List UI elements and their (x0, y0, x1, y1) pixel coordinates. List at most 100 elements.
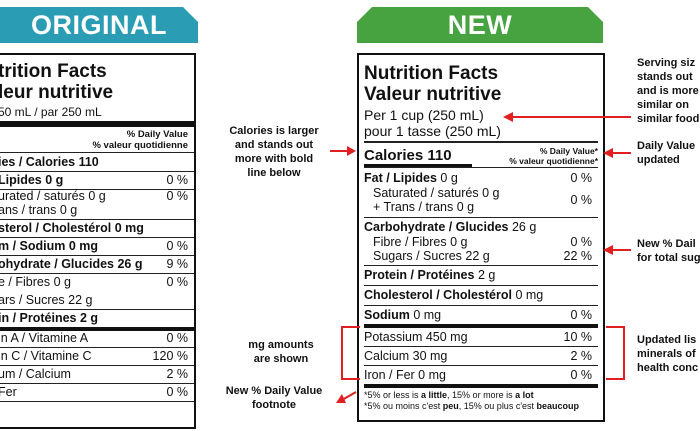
annotation-dv: Daily Value updated (637, 139, 700, 167)
arrow-calories (330, 146, 356, 156)
original-row: in C / Vitamine C 120 % (0, 349, 194, 363)
original-row: um / Calcium 2 % (0, 367, 194, 381)
original-row: e / Fibres 0 g 0 % (0, 275, 194, 289)
original-thick-rule (0, 121, 194, 127)
annotation-footnote: New % Daily Value footnote (214, 384, 334, 412)
divider (0, 383, 194, 384)
annotation-serving-line: similar on (637, 99, 689, 111)
thick-rule (364, 324, 598, 328)
original-row-label: Lipides 0 g (0, 173, 64, 187)
original-dv-header-fr: % valeur quotidienne (92, 140, 188, 151)
annotation-serving-line: Serving siz (637, 57, 696, 69)
original-row: ies / Calories 110 (0, 155, 194, 169)
divider (364, 305, 598, 306)
divider (0, 309, 194, 310)
divider (364, 141, 598, 143)
new-fibre-value: 0 % (570, 235, 592, 249)
original-row-label: in A / Vitamine A (0, 331, 89, 345)
original-title-en: trition Facts (0, 61, 107, 82)
original-serving: 50 mL / par 250 mL (0, 105, 102, 119)
annotation-serving-line: similar food (637, 113, 700, 125)
new-row-protein: Protein / Protéines 2 g (364, 268, 598, 282)
original-row-value (188, 155, 194, 169)
banner-new: NEW (357, 7, 603, 43)
annotation-dv-line: Daily Value (637, 140, 696, 152)
new-foot-fr-c: , 15% ou plus c'est (458, 401, 537, 411)
new-fibre-label: Fibre / Fibres 0 g (373, 235, 468, 249)
original-row: ohydrate / Glucides 26 g 9 % (0, 257, 194, 271)
annotation-minerals: Updated lis minerals of health conc (637, 333, 700, 375)
divider (0, 152, 194, 153)
new-dv-header-en: % Daily Value* (539, 146, 598, 156)
new-row-carb: Carbohydrate / Glucides 26 g (364, 220, 598, 234)
new-foot-fr-d: beaucoup (536, 401, 580, 411)
new-trans: + Trans / trans 0 g (373, 200, 475, 214)
new-serving: Per 1 cup (250 mL) pour 1 tasse (250 mL) (364, 107, 501, 139)
new-row-sodium: Sodium 0 mg 0 % (364, 308, 598, 322)
divider (364, 167, 598, 168)
annotation-sugar: New % Dail for total sug (637, 237, 700, 265)
original-row-label: Fer (0, 385, 17, 399)
new-sodium-label: Sodium (364, 308, 410, 322)
new-sodium-text: Sodium 0 mg (364, 308, 441, 322)
original-dv-header: % Daily Value % valeur quotidienne (92, 129, 188, 151)
original-row-label: in / Protéines 2 g (0, 311, 99, 325)
new-title-fr: Valeur nutritive (364, 84, 502, 105)
new-fat-text: Fat / Lipides 0 g (364, 171, 458, 185)
annotation-calories-line: line below (247, 167, 301, 179)
annotation-serving-line: and is more (637, 85, 699, 97)
new-foot-fr-b: peu (442, 401, 459, 411)
annotation-dv-line: updated (637, 154, 680, 166)
new-dv-header: % Daily Value* % valeur quotidienne* (509, 146, 598, 166)
new-cholesterol-text: Cholesterol / Cholestérol 0 mg (364, 288, 543, 302)
original-row-label: in C / Vitamine C (0, 349, 92, 363)
new-serving-en: Per 1 cup (250 mL) (364, 107, 484, 123)
new-carb-label: Carbohydrate / Glucides (364, 220, 509, 234)
original-row-label: sterol / Cholestérol 0 mg (0, 221, 144, 235)
new-foot-en-b: a little (421, 390, 448, 400)
new-sodium-amount: 0 mg (413, 308, 442, 322)
new-carb-text: Carbohydrate / Glucides 26 g (364, 220, 536, 234)
thick-rule (364, 384, 598, 388)
original-row: ars / Sucres 22 g (0, 293, 194, 307)
new-row-sugars: Sugars / Sucres 22 g 22 % (373, 249, 598, 263)
original-row: in / Protéines 2 g (0, 311, 194, 325)
original-row-label: ans / trans 0 g (0, 203, 78, 217)
new-footnote: *5% or less is a little, 15% or more is … (364, 390, 579, 412)
bracket-minerals (606, 326, 625, 380)
new-carb-amount: 26 g (511, 220, 537, 234)
divider (0, 255, 194, 256)
original-row-label: ars / Sucres 22 g (0, 293, 93, 307)
annotation-serving: Serving siz stands out and is more simil… (637, 56, 700, 126)
original-row: sterol / Cholestérol 0 mg (0, 221, 194, 235)
divider (364, 217, 598, 218)
annotation-footnote-line: footnote (252, 399, 296, 411)
divider (364, 265, 598, 266)
new-iron-label: Iron / Fer 0 mg (364, 368, 446, 382)
annotation-sugar-line: for total sug (637, 252, 700, 264)
annotation-serving-line: stands out (637, 71, 693, 83)
original-row-value: 0 % (166, 239, 188, 253)
annotation-calories-line: and stands out (234, 139, 314, 151)
new-foot-en-d: a lot (515, 390, 534, 400)
arrow-dv (603, 148, 631, 158)
new-cholesterol-amount: 0 mg (515, 288, 544, 302)
new-row-fat: Fat / Lipides 0 g 0 % (364, 171, 598, 185)
divider (0, 327, 194, 331)
new-sodium-value: 0 % (570, 308, 592, 322)
divider (364, 365, 598, 366)
new-title-en: Nutrition Facts (364, 63, 499, 84)
new-dv-header-fr: % valeur quotidienne* (509, 156, 598, 166)
new-sat-trans-value: 0 % (570, 193, 592, 207)
new-row-calcium: Calcium 30 mg 2 % (364, 349, 598, 363)
arrow-sugar (603, 245, 631, 255)
new-potassium-value: 10 % (563, 330, 593, 344)
divider (0, 219, 194, 220)
annotation-mg-line: mg amounts (248, 339, 314, 351)
original-dv-header-en: % Daily Value (126, 129, 188, 140)
original-row-label: e / Fibres 0 g (0, 275, 71, 289)
original-title-fr: leur nutritive (0, 82, 114, 103)
divider (0, 237, 194, 238)
original-row-value (188, 293, 194, 307)
new-footnote-en: *5% or less is a little, 15% or more is … (364, 390, 579, 401)
